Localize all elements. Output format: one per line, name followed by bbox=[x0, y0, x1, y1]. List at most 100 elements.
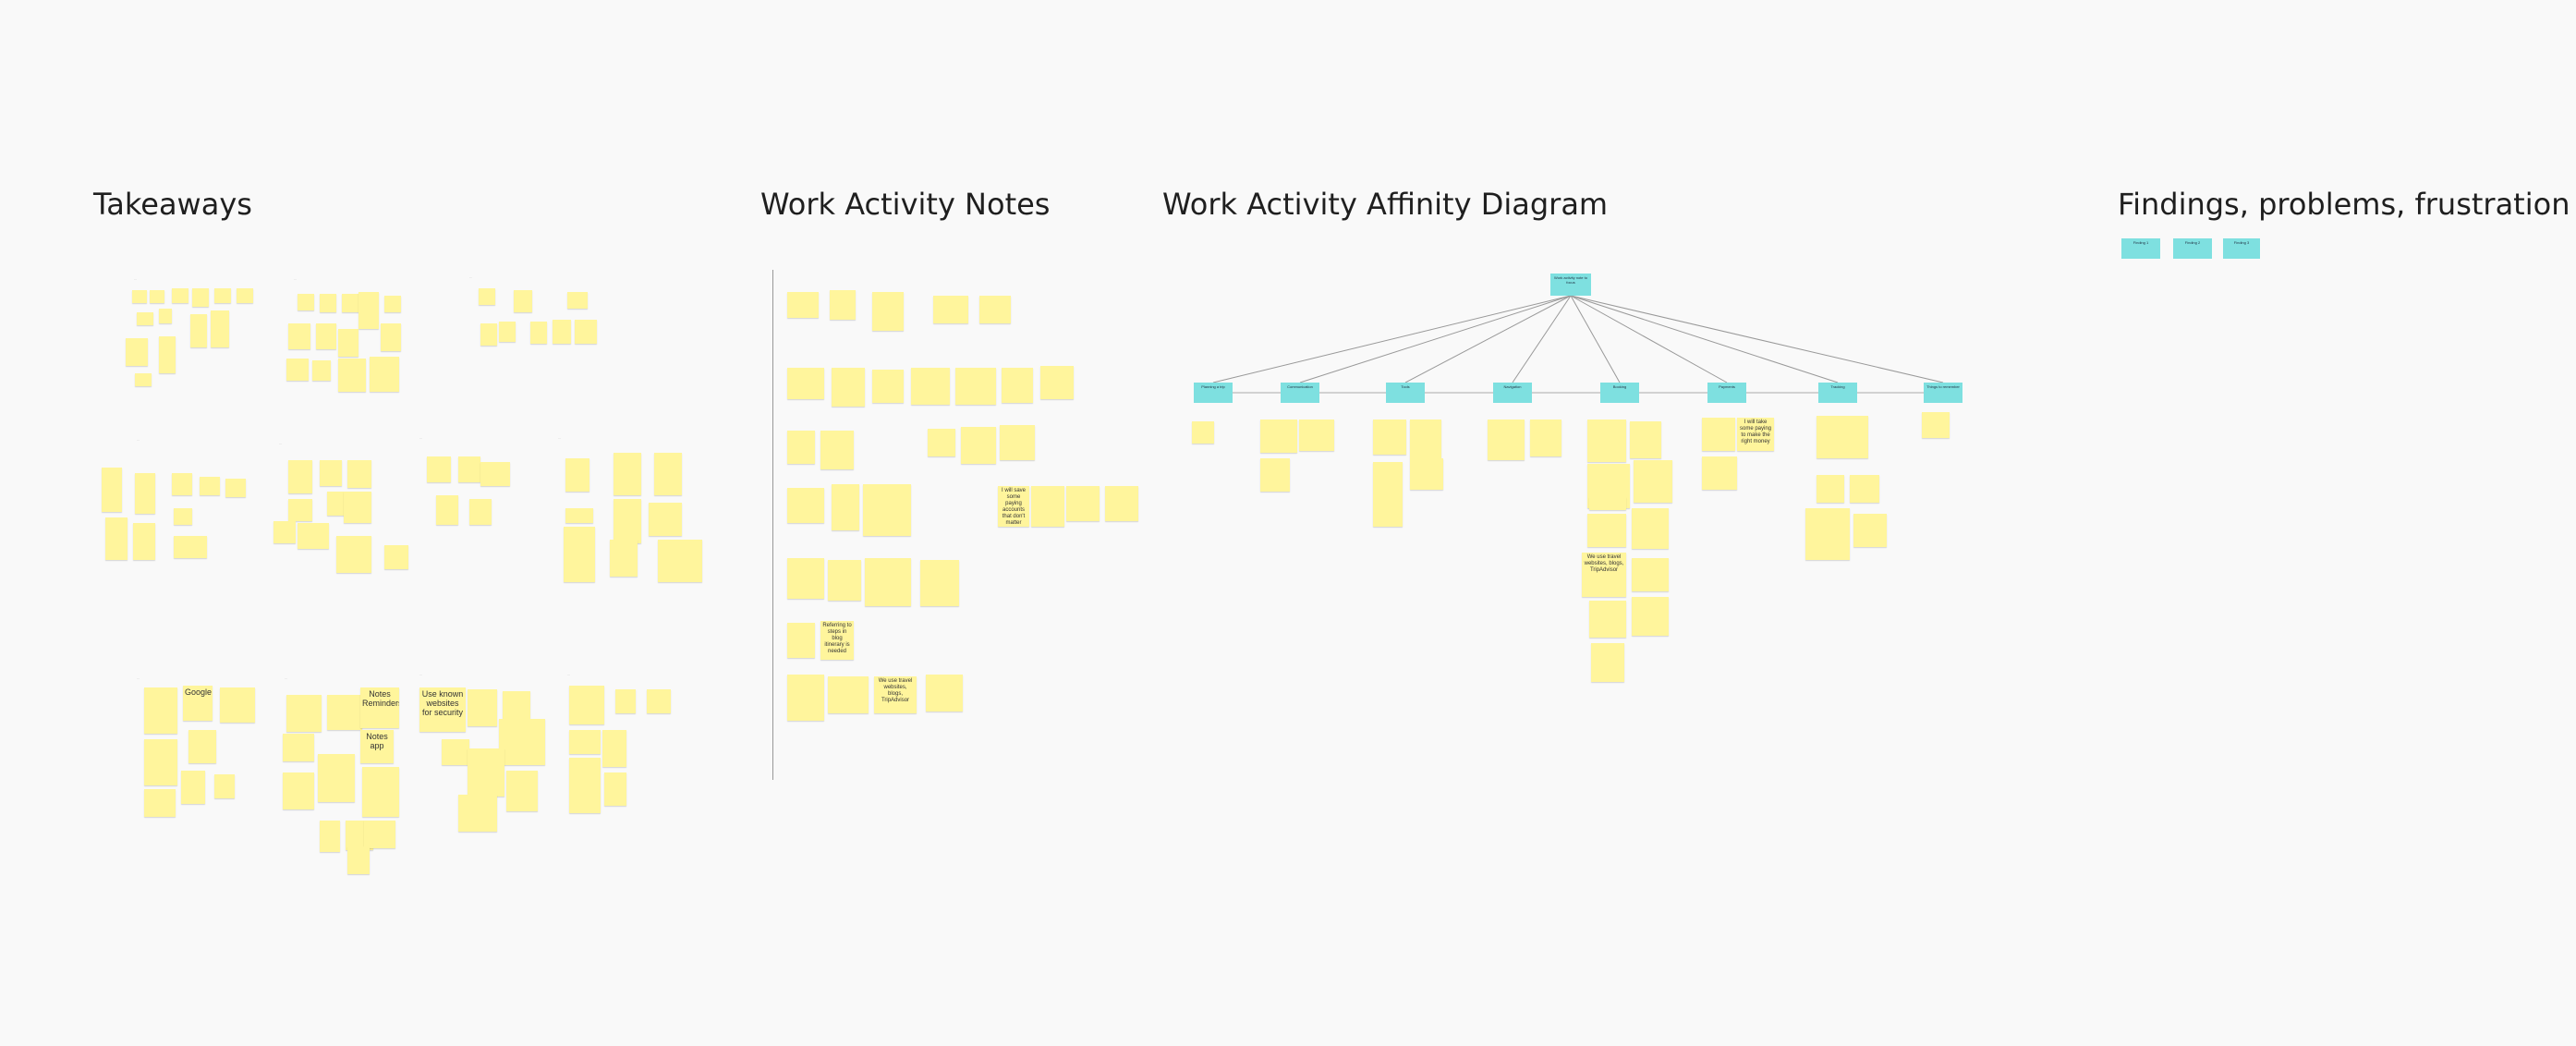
sticky-note[interactable] bbox=[614, 453, 641, 495]
sticky-note[interactable] bbox=[135, 473, 155, 514]
sticky-note[interactable] bbox=[832, 484, 859, 530]
sticky-note[interactable] bbox=[499, 322, 516, 342]
sticky-note[interactable] bbox=[381, 323, 401, 351]
sticky-note[interactable] bbox=[237, 288, 253, 303]
sticky-note[interactable] bbox=[926, 675, 963, 712]
sticky-note[interactable] bbox=[604, 772, 626, 806]
sticky-note[interactable] bbox=[1702, 418, 1735, 451]
sticky-note-blog-itinerary[interactable]: Referring to steps in blog itinerary is … bbox=[820, 621, 854, 660]
sticky-note[interactable] bbox=[318, 754, 355, 802]
sticky-note[interactable] bbox=[220, 687, 255, 723]
sticky-note[interactable] bbox=[190, 314, 207, 347]
sticky-note[interactable] bbox=[370, 357, 399, 392]
sticky-note[interactable] bbox=[567, 292, 588, 309]
sticky-note[interactable] bbox=[159, 336, 176, 373]
sticky-note[interactable] bbox=[1260, 458, 1290, 492]
sticky-note[interactable] bbox=[174, 508, 192, 525]
sticky-note[interactable] bbox=[1192, 421, 1214, 444]
sticky-note[interactable] bbox=[344, 492, 371, 523]
sticky-note[interactable] bbox=[480, 462, 510, 486]
sticky-note[interactable] bbox=[133, 523, 155, 560]
sticky-note[interactable] bbox=[468, 689, 497, 726]
sticky-note[interactable] bbox=[820, 431, 854, 469]
sticky-note[interactable] bbox=[1031, 486, 1064, 527]
sticky-note[interactable] bbox=[1634, 460, 1672, 503]
sticky-note[interactable] bbox=[192, 288, 209, 307]
affinity-category-node[interactable]: Tracking bbox=[1818, 383, 1857, 403]
sticky-note-booking-travel-websites[interactable]: We use travel websites, blogs, TripAdvis… bbox=[1582, 553, 1626, 597]
sticky-note[interactable] bbox=[1589, 497, 1626, 510]
sticky-note[interactable] bbox=[565, 458, 589, 492]
sticky-note[interactable] bbox=[338, 359, 366, 392]
sticky-note-known-websites[interactable]: Use known websites for security bbox=[419, 687, 466, 732]
sticky-note[interactable] bbox=[615, 689, 636, 713]
sticky-note[interactable] bbox=[288, 499, 312, 521]
sticky-note[interactable] bbox=[336, 536, 371, 573]
sticky-note[interactable] bbox=[565, 508, 593, 523]
sticky-note[interactable] bbox=[442, 739, 469, 765]
sticky-note[interactable] bbox=[499, 719, 545, 765]
sticky-note-notes-app[interactable]: Notes app bbox=[360, 730, 394, 763]
sticky-note[interactable] bbox=[1040, 366, 1074, 399]
sticky-note[interactable] bbox=[602, 730, 626, 767]
sticky-note[interactable] bbox=[911, 368, 950, 405]
sticky-note[interactable] bbox=[150, 290, 164, 303]
sticky-note[interactable] bbox=[1630, 421, 1661, 458]
sticky-note[interactable] bbox=[358, 292, 379, 329]
sticky-note[interactable] bbox=[283, 772, 314, 809]
sticky-note[interactable] bbox=[614, 499, 641, 543]
sticky-note[interactable] bbox=[569, 730, 601, 754]
sticky-note[interactable] bbox=[144, 739, 177, 785]
sticky-note[interactable] bbox=[1853, 514, 1887, 547]
sticky-note[interactable] bbox=[298, 294, 314, 310]
sticky-note[interactable] bbox=[575, 320, 597, 344]
sticky-note[interactable] bbox=[1260, 420, 1297, 453]
finding-header[interactable]: Finding 1 bbox=[2121, 238, 2160, 259]
sticky-note-saving-accounts[interactable]: I will save some paying accounts that do… bbox=[998, 486, 1029, 527]
affinity-category-node[interactable]: Communication bbox=[1281, 383, 1319, 403]
sticky-note[interactable] bbox=[569, 758, 601, 813]
sticky-note[interactable] bbox=[961, 427, 996, 464]
sticky-note[interactable] bbox=[480, 323, 497, 346]
sticky-note[interactable] bbox=[1410, 420, 1441, 458]
sticky-note[interactable] bbox=[787, 675, 824, 721]
sticky-note[interactable] bbox=[1066, 486, 1100, 521]
sticky-note[interactable] bbox=[553, 320, 571, 344]
sticky-note[interactable] bbox=[214, 288, 231, 303]
sticky-note-paying[interactable]: I will take some paying to make the righ… bbox=[1737, 418, 1774, 451]
sticky-note[interactable] bbox=[144, 789, 176, 817]
sticky-note[interactable] bbox=[1591, 643, 1624, 682]
sticky-note[interactable] bbox=[787, 368, 824, 399]
affinity-category-node[interactable]: Payments bbox=[1707, 383, 1746, 403]
affinity-category-node[interactable]: Planning a trip bbox=[1194, 383, 1233, 403]
sticky-note[interactable] bbox=[327, 492, 347, 516]
sticky-note[interactable] bbox=[181, 771, 205, 804]
sticky-note[interactable] bbox=[1299, 420, 1334, 451]
sticky-note[interactable] bbox=[458, 456, 480, 482]
sticky-note[interactable] bbox=[469, 499, 492, 525]
sticky-note[interactable] bbox=[1922, 412, 1950, 438]
sticky-note[interactable] bbox=[338, 329, 358, 357]
sticky-note[interactable] bbox=[479, 288, 495, 305]
sticky-note[interactable] bbox=[102, 468, 122, 512]
sticky-note[interactable] bbox=[1850, 475, 1879, 503]
sticky-note[interactable] bbox=[928, 429, 955, 456]
sticky-note[interactable] bbox=[955, 368, 996, 405]
sticky-note[interactable] bbox=[135, 373, 152, 386]
sticky-note[interactable] bbox=[159, 309, 172, 323]
sticky-note[interactable] bbox=[610, 540, 638, 577]
sticky-note[interactable] bbox=[347, 846, 370, 874]
sticky-note[interactable] bbox=[863, 484, 911, 536]
sticky-note[interactable] bbox=[200, 477, 220, 495]
sticky-note[interactable] bbox=[649, 503, 682, 536]
sticky-note[interactable] bbox=[347, 460, 371, 488]
sticky-note[interactable] bbox=[286, 695, 322, 732]
sticky-note[interactable] bbox=[564, 527, 595, 582]
sticky-note[interactable] bbox=[830, 290, 856, 320]
sticky-note[interactable] bbox=[384, 296, 401, 312]
finding-header[interactable]: Finding 3 bbox=[2223, 238, 2260, 259]
sticky-note[interactable] bbox=[1632, 558, 1669, 591]
sticky-note[interactable] bbox=[298, 523, 329, 549]
sticky-note[interactable] bbox=[787, 488, 824, 523]
